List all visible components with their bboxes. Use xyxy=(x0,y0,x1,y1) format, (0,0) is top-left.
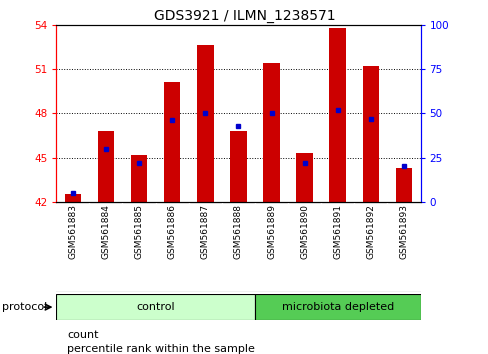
Text: control: control xyxy=(136,302,175,312)
Text: GDS3921 / ILMN_1238571: GDS3921 / ILMN_1238571 xyxy=(153,9,335,23)
Text: microbiota depleted: microbiota depleted xyxy=(281,302,393,312)
Text: GSM561890: GSM561890 xyxy=(300,205,308,259)
Text: GSM561891: GSM561891 xyxy=(332,205,342,259)
Bar xyxy=(197,45,213,202)
Text: GSM561884: GSM561884 xyxy=(101,205,110,259)
Text: GSM561887: GSM561887 xyxy=(201,205,209,259)
Text: GSM561888: GSM561888 xyxy=(233,205,243,259)
Text: protocol: protocol xyxy=(2,302,48,312)
Bar xyxy=(263,63,279,202)
Text: GSM561893: GSM561893 xyxy=(399,205,407,259)
Text: GSM561886: GSM561886 xyxy=(167,205,176,259)
Text: count: count xyxy=(67,330,98,339)
Bar xyxy=(163,82,180,202)
Bar xyxy=(130,155,147,202)
Bar xyxy=(64,194,81,202)
Text: GSM561885: GSM561885 xyxy=(134,205,143,259)
Bar xyxy=(362,66,378,202)
Bar xyxy=(395,168,411,202)
Text: percentile rank within the sample: percentile rank within the sample xyxy=(67,344,254,354)
Text: GSM561883: GSM561883 xyxy=(68,205,77,259)
Text: GSM561889: GSM561889 xyxy=(266,205,275,259)
Bar xyxy=(329,28,346,202)
Text: GSM561892: GSM561892 xyxy=(366,205,375,259)
Bar xyxy=(98,131,114,202)
Bar xyxy=(56,294,254,320)
Bar xyxy=(296,153,312,202)
Bar xyxy=(254,294,420,320)
Bar xyxy=(230,131,246,202)
